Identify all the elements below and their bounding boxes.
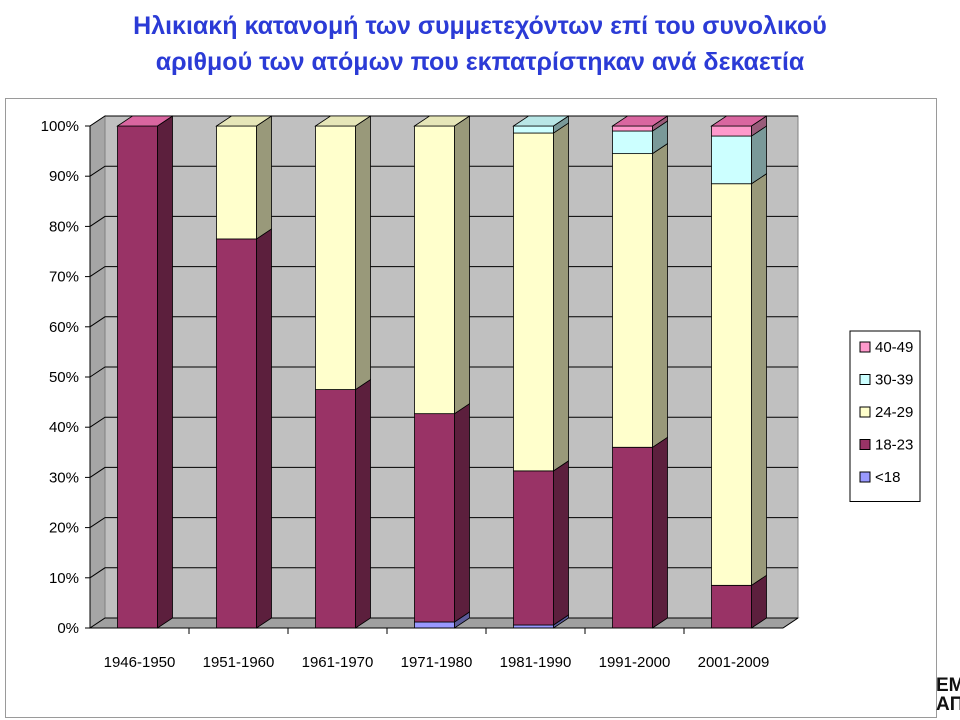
bar-segment-2001-2009-30-39: [711, 125, 767, 185]
x-tick-label: 2001-2009: [698, 654, 770, 671]
y-tick-label: 50%: [49, 369, 79, 386]
bar-side: [553, 122, 569, 472]
bar-side: [652, 142, 668, 449]
bar-segment-1991-2000-24-29: [612, 142, 668, 449]
bar-front: [216, 125, 257, 240]
bar-top-1991-2000: [611, 115, 669, 127]
bar-segment-2001-2009-24-29: [711, 172, 767, 587]
bar-front: [711, 584, 752, 629]
bar-front: [612, 130, 653, 155]
bar-segment-1951-1960-18-23: [216, 228, 272, 629]
bar-side: [355, 378, 371, 629]
x-tick-label: 1991-2000: [599, 654, 671, 671]
bar-top-2001-2009: [710, 115, 768, 127]
bar-segment-2001-2009-18-23: [711, 574, 767, 629]
legend-item-24-29: 24-29: [859, 404, 913, 421]
legend-label: 30-39: [875, 372, 913, 389]
y-tick-label: 20%: [49, 520, 79, 537]
bar-front: [117, 125, 158, 629]
bar-front: [315, 125, 356, 390]
bar-front: [711, 135, 752, 185]
chart-title: Ηλικιακή κατανομή των συμμετεχόντων επί …: [0, 8, 960, 80]
bar-front: [513, 125, 554, 134]
chart-legend: 40-49 30-39 24-29 18-23 <18: [849, 330, 921, 502]
legend-item-18-23: 18-23: [859, 437, 913, 454]
legend-item-<18: <18: [859, 469, 900, 486]
legend-label: 24-29: [875, 404, 913, 421]
bar-segment-1946-1950-18-23: [117, 115, 173, 629]
bar-segment-1951-1960-24-29: [216, 115, 272, 240]
bar-front: [612, 125, 653, 132]
bar-side: [355, 115, 371, 391]
bar-front: [612, 446, 653, 629]
bar-front: [414, 621, 455, 629]
logo-line-2: ΑΠ: [936, 694, 960, 714]
x-tick-label: 1951-1960: [203, 654, 275, 671]
legend-swatch: [859, 406, 871, 418]
legend-label: <18: [875, 469, 900, 486]
y-tick-label: 100%: [41, 118, 79, 135]
bar-side: [256, 115, 272, 240]
bar-segment-1971-1980-24-29: [414, 115, 470, 415]
bar-side: [553, 460, 569, 626]
legend-item-30-39: 30-39: [859, 372, 913, 389]
chart-axes: 0% 10% 20% 30% 40% 50% 60% 70% 80% 90% 100% 1946-19…: [41, 118, 799, 671]
legend-label: 40-49: [875, 339, 913, 356]
bar-segment-1991-2000-30-39: [612, 120, 668, 155]
legend-swatch: [859, 341, 871, 353]
bar-segment-1961-1970-18-23: [315, 378, 371, 629]
bar-side: [256, 228, 272, 629]
y-tick-label: 80%: [49, 218, 79, 235]
bar-side: [652, 436, 668, 629]
bar-top-1961-1970: [314, 115, 372, 127]
bar-front: [315, 389, 356, 629]
bar-front: [711, 183, 752, 586]
bar-segment-1981-1990-18-23: [513, 460, 569, 626]
y-tick-label: 30%: [49, 469, 79, 486]
y-tick-label: 40%: [49, 419, 79, 436]
y-tick-label: 0%: [57, 620, 79, 637]
legend-swatch: [859, 471, 871, 483]
legend-swatch: [859, 374, 871, 385]
legend-label: 18-23: [875, 437, 913, 454]
bar-front: [711, 125, 752, 137]
logo: ΕΜ ΑΠ: [936, 676, 960, 714]
chart-bars: [116, 115, 768, 629]
bar-front: [414, 413, 455, 623]
bar-segment-1991-2000-18-23: [612, 436, 668, 629]
x-tick-label: 1981-1990: [500, 654, 572, 671]
bar-segment-1971-1980-18-23: [414, 402, 470, 623]
bar-front: [216, 238, 257, 629]
y-tick-label: 60%: [49, 319, 79, 336]
bar-side: [454, 402, 470, 623]
logo-line-1: ΕΜ: [936, 676, 960, 696]
legend-item-40-49: 40-49: [859, 339, 913, 356]
bar-top-1981-1990: [512, 115, 570, 127]
legend-swatch: [859, 439, 871, 450]
chart-title-line-1: Ηλικιακή κατανομή των συμμετεχόντων επί …: [133, 12, 827, 40]
x-tick-label: 1971-1980: [401, 654, 473, 671]
bar-top-1946-1950: [116, 115, 174, 127]
bar-side: [157, 115, 173, 629]
y-tick-label: 90%: [49, 168, 79, 185]
bar-front: [513, 132, 554, 472]
bar-top-1971-1980: [413, 115, 471, 127]
bar-front: [513, 470, 554, 626]
bar-front: [414, 125, 455, 415]
chart-title-line-2: αριθμού των ατόμων που εκπατρίστηκαν ανά…: [155, 48, 805, 76]
x-tick-label: 1946-1950: [104, 654, 176, 671]
bar-segment-1961-1970-24-29: [315, 115, 371, 391]
bar-side: [454, 115, 470, 415]
x-axis-depth: [782, 617, 799, 629]
bar-segment-1981-1990-24-29: [513, 122, 569, 472]
y-tick-label: 10%: [49, 570, 79, 587]
bar-front: [612, 153, 653, 448]
y-tick-label: 70%: [49, 269, 79, 286]
bar-top-1951-1960: [215, 115, 273, 127]
x-tick-label: 1961-1970: [302, 654, 374, 671]
bar-side: [751, 172, 767, 587]
